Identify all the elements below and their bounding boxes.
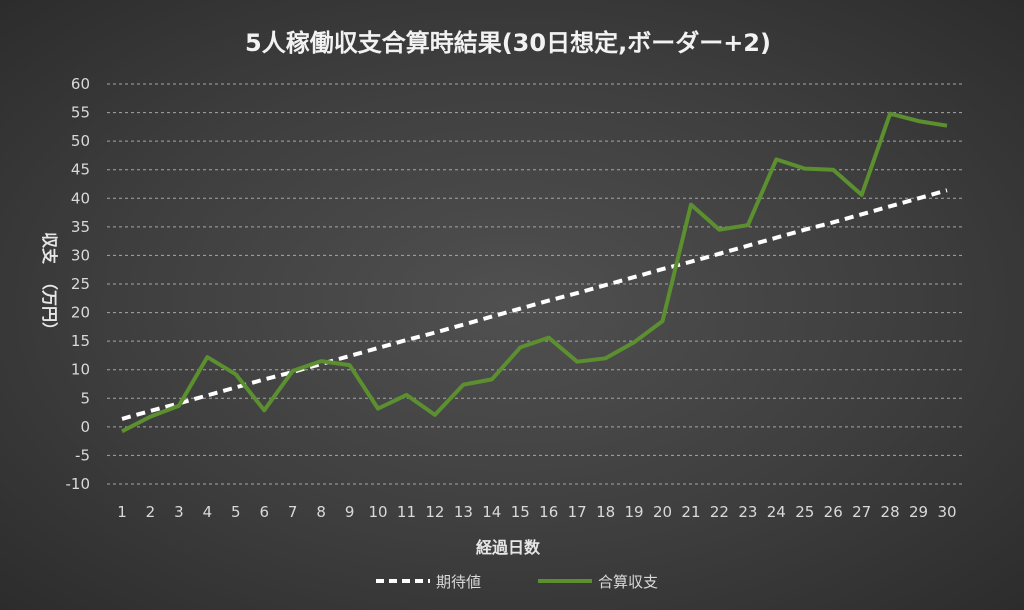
- x-tick-label: 19: [625, 503, 644, 521]
- series-lines: [121, 111, 948, 434]
- legend-item-expected: 期待値: [376, 573, 481, 591]
- x-tick-label: 13: [454, 503, 473, 521]
- legend-label-total: 合算収支: [598, 573, 658, 591]
- x-tick-label: 10: [368, 503, 387, 521]
- y-tick-label: -10: [66, 475, 91, 493]
- x-tick-label: 21: [681, 503, 700, 521]
- y-axis-title-unit: （万円）: [40, 274, 59, 338]
- series-line-total: [121, 111, 948, 434]
- x-tick-label: 22: [710, 503, 729, 521]
- x-tick-label: 30: [937, 503, 956, 521]
- x-axis-ticks: 1 2 3 4 5 6 7 8 9 10 11 12 13 14 15 16 17 18 19 20 21 22 23 24 2…: [117, 503, 956, 521]
- x-tick-label: 25: [795, 503, 814, 521]
- y-tick-label: 20: [71, 304, 90, 322]
- chart-title: 5人稼働収支合算時結果(30日想定,ボーダー+2): [245, 29, 771, 57]
- y-tick-label: 30: [71, 246, 90, 264]
- x-tick-label: 1: [117, 503, 127, 521]
- y-tick-label: 60: [71, 75, 90, 93]
- legend-label-expected: 期待値: [436, 573, 481, 591]
- x-tick-label: 27: [852, 503, 871, 521]
- x-tick-label: 23: [738, 503, 757, 521]
- x-tick-label: 6: [259, 503, 269, 521]
- x-tick-label: 16: [539, 503, 558, 521]
- x-tick-label: 2: [146, 503, 156, 521]
- x-tick-label: 26: [824, 503, 843, 521]
- x-tick-label: 12: [425, 503, 444, 521]
- x-tick-label: 4: [203, 503, 213, 521]
- x-tick-label: 24: [767, 503, 786, 521]
- y-tick-label: 25: [71, 275, 90, 293]
- y-tick-label: 0: [80, 418, 90, 436]
- x-tick-label: 7: [288, 503, 298, 521]
- legend: 期待値 合算収支: [376, 573, 658, 591]
- gridlines: [107, 83, 962, 485]
- legend-item-total: 合算収支: [538, 573, 658, 591]
- x-tick-label: 8: [316, 503, 326, 521]
- y-tick-label: 35: [71, 218, 90, 236]
- y-tick-label: 10: [71, 361, 90, 379]
- x-tick-label: 20: [653, 503, 672, 521]
- x-tick-label: 11: [397, 503, 416, 521]
- y-tick-label: 40: [71, 189, 90, 207]
- y-tick-label: -5: [75, 446, 90, 464]
- y-axis-title: 収支 （万円）: [40, 232, 59, 338]
- x-tick-label: 14: [482, 503, 501, 521]
- x-tick-label: 9: [345, 503, 355, 521]
- y-tick-label: 50: [71, 132, 90, 150]
- y-tick-label: 5: [80, 389, 90, 407]
- x-tick-label: 3: [174, 503, 184, 521]
- x-axis-title: 経過日数: [476, 538, 541, 557]
- x-tick-label: 18: [596, 503, 615, 521]
- y-tick-label: 45: [71, 161, 90, 179]
- x-tick-label: 29: [909, 503, 928, 521]
- x-tick-label: 17: [568, 503, 587, 521]
- y-axis-title-main: 収支: [40, 232, 59, 265]
- y-axis-ticks: -10 -5 0 5 10 15 20 25 30 35 40 45 50 55 60: [66, 75, 91, 493]
- x-tick-label: 28: [881, 503, 900, 521]
- series-line-expected: [121, 188, 948, 421]
- y-tick-label: 15: [71, 332, 90, 350]
- x-tick-label: 15: [511, 503, 530, 521]
- y-tick-label: 55: [71, 104, 90, 122]
- x-tick-label: 5: [231, 503, 241, 521]
